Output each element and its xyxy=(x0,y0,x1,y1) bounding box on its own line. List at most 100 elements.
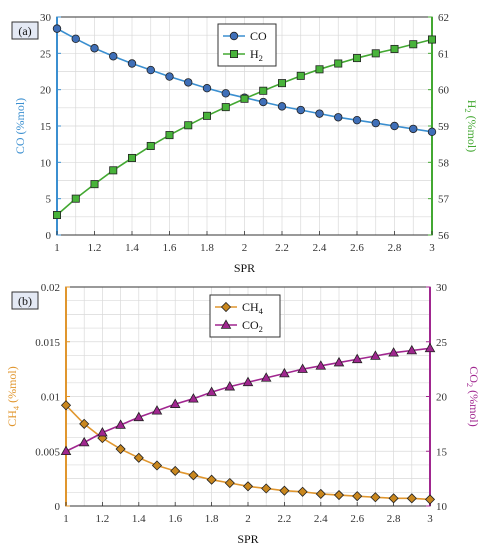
x-tick-label: 3 xyxy=(429,242,435,254)
data-point xyxy=(277,79,286,88)
data-point xyxy=(242,481,254,492)
data-point xyxy=(427,127,437,137)
data-point xyxy=(370,350,381,360)
data-point xyxy=(202,84,212,93)
data-point xyxy=(409,124,418,134)
data-point xyxy=(315,65,324,74)
data-point xyxy=(406,344,418,355)
data-point xyxy=(371,118,380,128)
data-point xyxy=(53,211,62,220)
legend-label: CH4 xyxy=(242,300,264,316)
panel-label: (a) xyxy=(11,21,39,40)
data-point xyxy=(424,342,436,353)
data-point xyxy=(260,372,272,382)
legend-marker xyxy=(229,31,239,41)
legend-marker xyxy=(220,319,232,329)
legend: CO H2 xyxy=(217,23,277,67)
data-point xyxy=(115,419,126,429)
x-tick-label: 2.4 xyxy=(313,242,327,254)
legend-box xyxy=(217,23,277,67)
data-point xyxy=(427,35,436,44)
y-left-axis-title: CH4 (%mol) xyxy=(5,366,21,427)
x-tick-label: 2 xyxy=(245,513,251,525)
data-point xyxy=(52,24,62,33)
y-right-tick-label: 58 xyxy=(438,157,450,169)
data-point xyxy=(224,381,236,391)
y-left-tick-label: 0.01 xyxy=(41,392,60,404)
x-tick-label: 1.2 xyxy=(96,513,110,525)
y-left-tick-label: 0 xyxy=(46,230,52,242)
data-point xyxy=(188,393,199,403)
data-point xyxy=(127,59,137,68)
y-right-tick-label: 59 xyxy=(438,121,450,133)
data-point xyxy=(169,398,181,408)
data-point xyxy=(315,488,326,500)
data-point xyxy=(224,477,235,489)
data-point xyxy=(151,460,163,471)
x-tick-label: 2.2 xyxy=(278,513,292,525)
data-point xyxy=(334,59,343,68)
data-point xyxy=(240,94,249,103)
x-tick-label: 2.6 xyxy=(350,513,364,525)
data-point xyxy=(165,131,174,140)
x-axis-title: SPR xyxy=(234,261,255,275)
data-point xyxy=(390,44,399,53)
panel-label-box xyxy=(11,291,39,310)
legend-entry: CO xyxy=(223,29,267,43)
x-tick-label: 1.4 xyxy=(132,513,146,525)
data-point xyxy=(202,111,211,120)
data-point xyxy=(296,105,305,115)
data-point xyxy=(279,485,290,496)
x-tick-label: 1.6 xyxy=(168,513,182,525)
data-point xyxy=(352,115,362,125)
data-point xyxy=(242,376,254,387)
y-left-tick-label: 10 xyxy=(40,157,52,169)
data-point xyxy=(60,445,72,456)
series-co2 xyxy=(60,342,436,456)
data-point xyxy=(352,491,363,502)
panel-label-text: (b) xyxy=(18,294,32,308)
x-tick-label: 1.4 xyxy=(125,242,139,254)
y-left-tick-label: 0.015 xyxy=(35,337,60,349)
data-point xyxy=(133,411,145,422)
data-point xyxy=(221,89,230,98)
y-left-tick-label: 25 xyxy=(40,48,52,60)
series-ch4 xyxy=(60,400,436,505)
legend-entry: CH4 xyxy=(215,300,264,316)
y-right-tick-label: 60 xyxy=(438,85,450,97)
x-tick-label: 2.6 xyxy=(350,242,364,254)
data-point xyxy=(97,427,108,437)
y-left-axis-title: CO (%mol) xyxy=(13,98,27,154)
y-right-tick-label: 15 xyxy=(436,446,448,458)
data-point xyxy=(409,40,418,49)
data-point xyxy=(206,386,217,396)
x-tick-label: 2.8 xyxy=(387,513,401,525)
data-point xyxy=(297,363,308,373)
data-point xyxy=(60,400,72,411)
data-point xyxy=(333,489,345,501)
data-point xyxy=(78,436,90,447)
data-point xyxy=(370,492,381,503)
data-point xyxy=(146,65,155,75)
series-h2 xyxy=(53,35,436,220)
data-point xyxy=(259,97,268,107)
legend-label: H2 xyxy=(250,47,263,63)
data-point xyxy=(334,113,343,122)
x-tick-label: 1 xyxy=(63,513,69,525)
data-point xyxy=(71,34,80,43)
panel-label: (b) xyxy=(11,291,39,310)
x-tick-label: 2.8 xyxy=(388,242,402,254)
data-point xyxy=(127,153,136,162)
data-point xyxy=(184,78,193,87)
data-point xyxy=(279,367,290,378)
x-tick-label: 3 xyxy=(427,513,433,525)
data-point xyxy=(390,121,399,131)
y-left-tick-label: 5 xyxy=(46,194,52,206)
data-point xyxy=(79,418,90,429)
data-point xyxy=(109,166,118,175)
data-point xyxy=(115,443,126,455)
y-right-tick-label: 30 xyxy=(436,282,448,294)
panel-label-text: (a) xyxy=(18,24,31,38)
y-right-axis-title: H2 (%mol) xyxy=(463,100,479,153)
